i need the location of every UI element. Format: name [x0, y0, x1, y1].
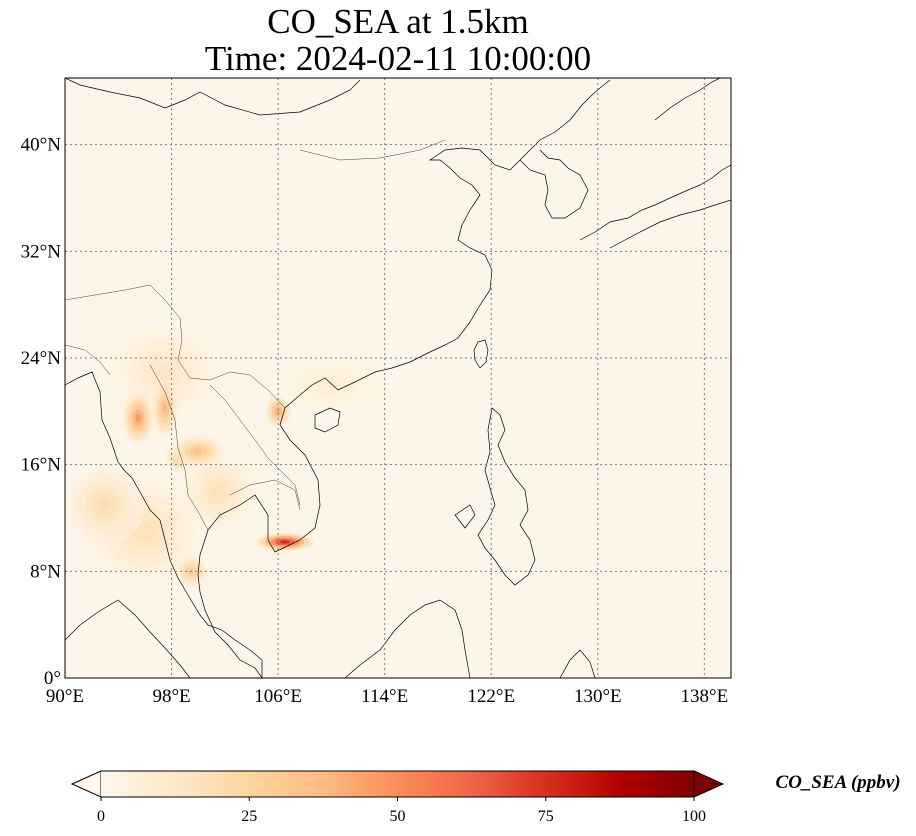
colorbar-extend-high: [693, 770, 725, 798]
coastline-sumatra: [65, 599, 191, 678]
hotspot: [171, 435, 225, 468]
coastline-korea: [519, 149, 589, 219]
hotspot-ring: [98, 498, 112, 512]
y-tick-label: 32°N: [21, 241, 62, 262]
concentration-field: [65, 324, 385, 588]
colorbar-label: CO_SEA (ppbv): [775, 772, 900, 793]
hotspot: [65, 464, 145, 545]
gridlines: [65, 78, 731, 678]
y-tick-label: 0°: [44, 668, 61, 689]
colorbar-extend-low: [70, 770, 102, 798]
coastline-asia-mainland: [65, 371, 263, 678]
hotspot: [278, 358, 385, 412]
colorbar-tick-label: 75: [538, 808, 554, 825]
coastline-northern-asia: [65, 78, 361, 116]
coastline-indochina: [197, 79, 611, 678]
hotspot: [264, 395, 292, 428]
border-myanmar-china: [65, 284, 286, 409]
hotspot-ring: [135, 413, 141, 423]
x-tick-label: 98°E: [152, 686, 190, 707]
colorbar-ticks: 0 25 50 75 100: [97, 797, 706, 825]
coastline-borneo: [344, 599, 471, 678]
colorbar-tick-label: 0: [97, 808, 105, 825]
colorbar-bar: [101, 771, 694, 797]
hotspot-ring: [134, 522, 155, 541]
x-tick-label: 122°E: [467, 686, 515, 707]
map-area: [65, 78, 731, 678]
hotspot-ring: [322, 380, 341, 390]
country-borders: [65, 139, 446, 531]
hotspot: [178, 451, 259, 532]
colorbar-tick-label: 25: [241, 808, 257, 825]
hotspot-ring: [279, 540, 290, 544]
x-tick-label: 130°E: [574, 686, 622, 707]
map-frame: [64, 77, 732, 679]
hotspot: [151, 379, 179, 438]
colorbar-tick-label: 50: [390, 808, 406, 825]
coastline-new-guinea: [559, 649, 596, 678]
y-tick-label: 24°N: [21, 348, 62, 369]
coastline-philippines: [454, 407, 536, 586]
chart-subtitle: Time: 2024-02-11 10:00:00: [205, 39, 591, 78]
x-axis-ticks: 90°E 98°E 106°E 114°E 122°E 130°E 138°E: [46, 686, 728, 707]
x-tick-label: 106°E: [254, 686, 302, 707]
border-china-mongolia: [299, 139, 446, 161]
hotspot-ring: [162, 403, 168, 414]
coastline-hainan: [314, 407, 341, 433]
y-tick-label: 16°N: [21, 455, 62, 476]
chart-title: CO_SEA at 1.5km: [267, 2, 529, 41]
border-thailand-laos: [149, 364, 209, 531]
x-tick-label: 90°E: [46, 686, 84, 707]
hotspot: [122, 391, 155, 445]
hotspot-ring: [193, 448, 203, 455]
border-india-myanmar: [65, 344, 111, 376]
y-tick-label: 8°N: [30, 561, 61, 582]
colorbar: 0 25 50 75 100 CO_SEA (ppbv): [70, 770, 901, 825]
hotspot-ring: [211, 484, 225, 499]
colorbar-tick-label: 100: [682, 808, 706, 825]
hotspot: [255, 532, 315, 552]
coastlines: [65, 78, 731, 678]
hotspot-ring: [156, 363, 174, 380]
border-cambodia: [229, 479, 301, 511]
y-axis-ticks: 0° 8°N 16°N 24°N 32°N 40°N: [21, 135, 62, 689]
coastline-japan: [579, 78, 731, 249]
hotspot: [111, 324, 219, 419]
x-tick-label: 138°E: [681, 686, 729, 707]
hotspot-ring: [275, 408, 281, 415]
y-tick-label: 40°N: [21, 135, 62, 156]
border-laos-vietnam: [209, 384, 301, 506]
coastline-taiwan: [473, 339, 489, 369]
x-tick-label: 114°E: [361, 686, 408, 707]
